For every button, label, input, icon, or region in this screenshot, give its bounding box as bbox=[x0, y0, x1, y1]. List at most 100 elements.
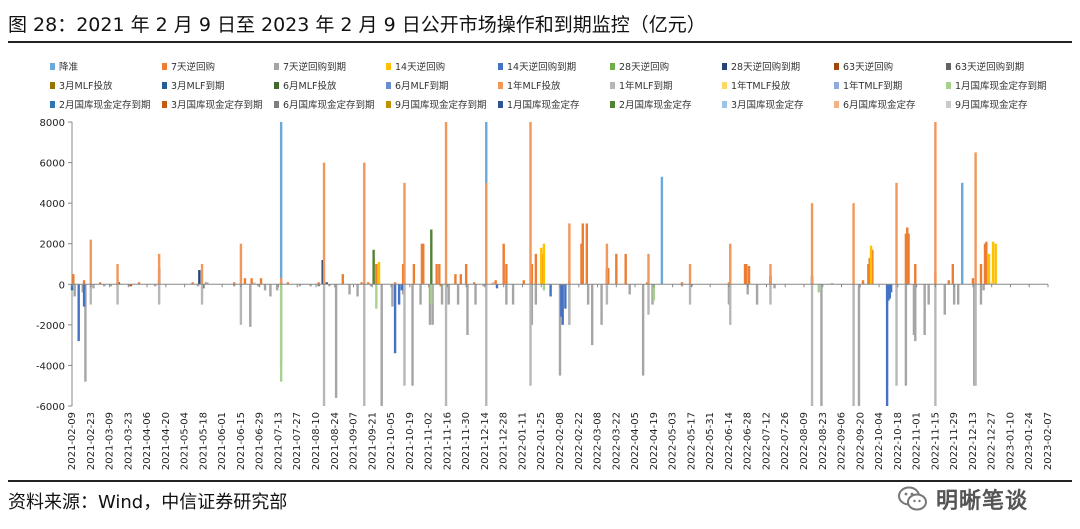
x-tick-label: 2021-08-10 bbox=[311, 412, 322, 470]
bar bbox=[200, 284, 204, 305]
legend-swatch bbox=[274, 63, 279, 70]
legend-item: 6月MLF到期 bbox=[386, 80, 449, 92]
bar bbox=[542, 284, 546, 291]
bar bbox=[830, 283, 834, 285]
bar bbox=[275, 284, 279, 291]
chart-legend: 降准 7天逆回购 7天逆回购到期 14天逆回购 14天逆回购到期 28天逆回购 28天逆回购… bbox=[50, 61, 1047, 111]
x-tick-label: 2022-04-19 bbox=[649, 412, 660, 470]
bar bbox=[540, 247, 543, 285]
bar bbox=[568, 223, 571, 285]
bar bbox=[322, 162, 326, 285]
bar bbox=[279, 284, 283, 382]
legend-swatch bbox=[498, 101, 503, 108]
legend-item: 2月国库现金定存 bbox=[610, 99, 692, 111]
legend-item: 14天逆回购 bbox=[386, 61, 445, 73]
x-tick-label: 2022-03-08 bbox=[593, 412, 604, 470]
bar bbox=[982, 284, 985, 291]
watermark-text: 明晰笔谈 bbox=[936, 489, 1029, 514]
x-tick-label: 2022-02-22 bbox=[574, 412, 585, 470]
bar bbox=[979, 264, 983, 285]
bar bbox=[743, 264, 747, 285]
bar bbox=[200, 264, 204, 285]
x-tick-label: 2022-01-11 bbox=[517, 412, 528, 470]
bar bbox=[927, 284, 930, 305]
legend-item: 1年TMLF投放 bbox=[722, 80, 791, 92]
wechat-logo-icon bbox=[898, 486, 927, 511]
x-tick-label: 2021-02-09 bbox=[67, 412, 78, 470]
bar bbox=[974, 284, 977, 386]
bar bbox=[904, 284, 908, 386]
bar bbox=[530, 264, 534, 285]
bar bbox=[628, 284, 631, 295]
bar bbox=[356, 284, 359, 297]
bar bbox=[542, 243, 546, 285]
bar bbox=[447, 284, 450, 305]
legend-swatch bbox=[834, 101, 839, 108]
bar bbox=[991, 241, 995, 285]
legend-swatch bbox=[722, 82, 727, 89]
legend-item: 6月MLF投放 bbox=[274, 80, 337, 92]
bar bbox=[459, 274, 462, 285]
x-tick-label: 2021-05-04 bbox=[180, 412, 191, 470]
y-tick-label: 4000 bbox=[40, 199, 65, 210]
bar bbox=[529, 122, 532, 285]
bar bbox=[810, 203, 814, 285]
legend-item: 9月国库现金定存 bbox=[946, 99, 1028, 111]
bar bbox=[391, 284, 394, 307]
x-tick-label: 2021-06-01 bbox=[217, 412, 228, 470]
legend-item: 3月MLF投放 bbox=[50, 80, 113, 92]
x-tick-label: 2021-04-20 bbox=[161, 412, 172, 470]
legend-label: 2月国库现金定存到期 bbox=[59, 99, 151, 111]
x-tick-label: 2021-02-23 bbox=[86, 412, 97, 470]
legend-label: 28天逆回购 bbox=[619, 61, 669, 73]
chart-title: 图 28：2021 年 2 月 9 日至 2023 年 2 月 9 日公开市场操… bbox=[8, 14, 706, 36]
x-tick-label: 2023-01-24 bbox=[1024, 412, 1035, 470]
legend-swatch bbox=[610, 63, 615, 70]
bar bbox=[430, 229, 433, 285]
x-tick-label: 2021-10-19 bbox=[405, 412, 416, 470]
legend-label: 6月国库现金定存到期 bbox=[283, 99, 375, 111]
bar bbox=[727, 282, 731, 285]
bar bbox=[393, 284, 397, 354]
x-tick-label: 2021-09-21 bbox=[367, 412, 378, 470]
footer-rule bbox=[8, 480, 1072, 482]
bar bbox=[755, 284, 759, 305]
bar bbox=[541, 253, 544, 285]
watermark: 明晰笔谈 bbox=[896, 482, 1028, 516]
bar bbox=[102, 284, 106, 287]
bar bbox=[534, 284, 538, 305]
bar bbox=[456, 284, 460, 305]
bar bbox=[444, 122, 448, 285]
bar bbox=[377, 261, 381, 285]
bar bbox=[243, 278, 247, 285]
legend-swatch bbox=[162, 63, 167, 70]
bar bbox=[895, 284, 898, 386]
bar bbox=[82, 280, 86, 285]
bar bbox=[985, 241, 988, 285]
bar bbox=[454, 274, 457, 285]
bar bbox=[464, 264, 468, 285]
x-tick-label: 2022-07-26 bbox=[780, 412, 791, 470]
x-axis: 2021-02-09 2021-02-23 2021-03-09 2021-03-23… bbox=[67, 283, 1054, 470]
y-tick-label: -6000 bbox=[36, 402, 65, 413]
legend-item: 63天逆回购 bbox=[834, 61, 893, 73]
bar bbox=[322, 284, 326, 406]
bar bbox=[914, 284, 917, 342]
bar bbox=[852, 203, 855, 285]
legend-label: 3月MLF投放 bbox=[59, 80, 113, 92]
bar bbox=[502, 243, 505, 285]
bar bbox=[564, 284, 567, 309]
legend-label: 1年TMLF投放 bbox=[731, 80, 791, 92]
bar bbox=[522, 280, 525, 285]
bar bbox=[191, 282, 194, 285]
legend-swatch bbox=[386, 63, 391, 70]
x-tick-label: 2022-02-08 bbox=[555, 412, 566, 470]
legend-item: 降准 bbox=[50, 61, 79, 73]
legend-item: 7天逆回购 bbox=[162, 61, 215, 73]
bar bbox=[259, 278, 263, 285]
bar bbox=[934, 122, 937, 285]
bar bbox=[867, 264, 870, 285]
bar bbox=[727, 284, 731, 305]
x-tick-label: 2021-11-30 bbox=[461, 412, 472, 470]
bar bbox=[239, 243, 243, 285]
